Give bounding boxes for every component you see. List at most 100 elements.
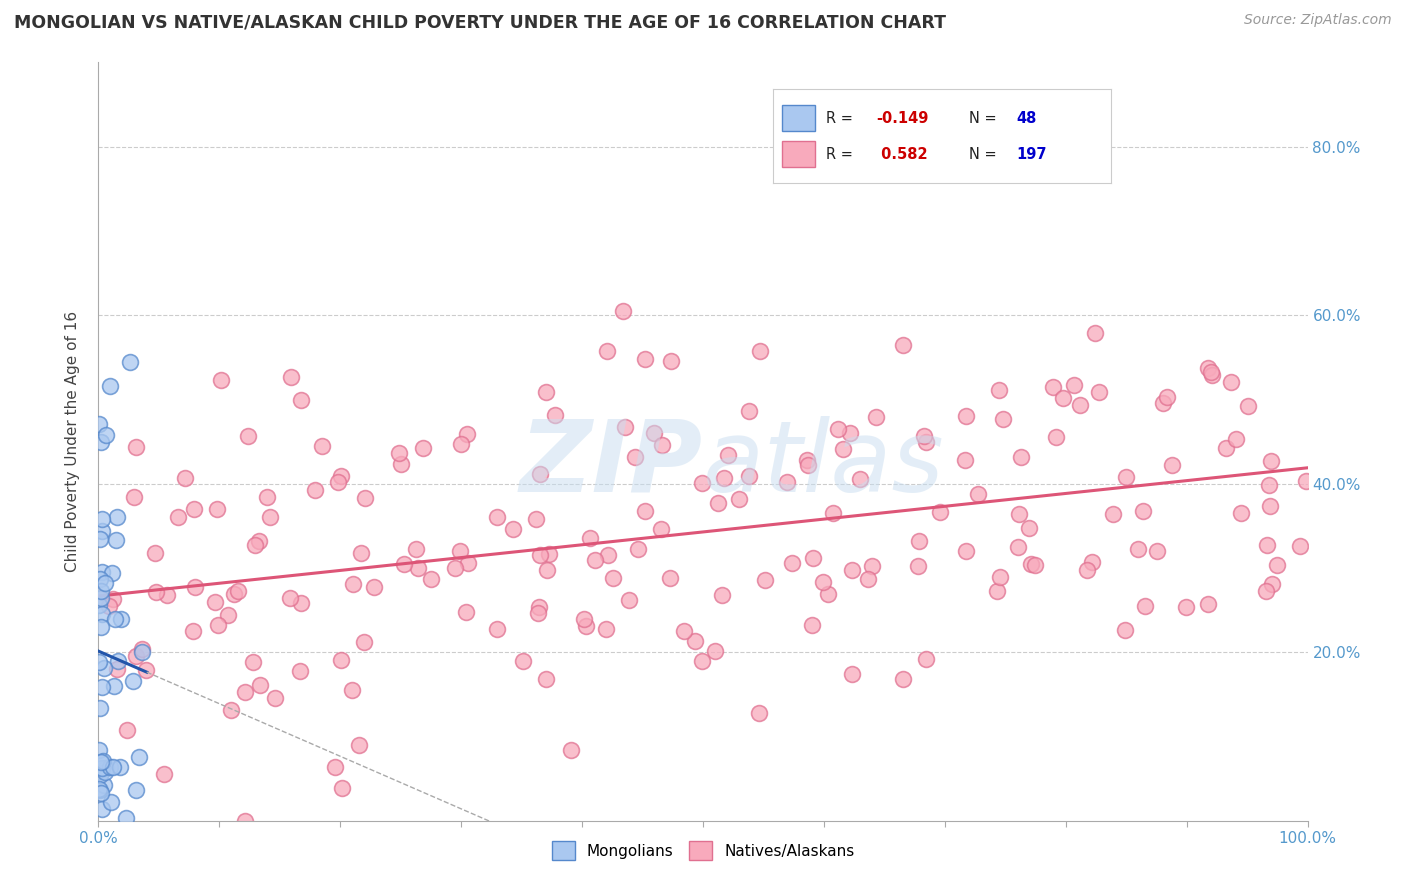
Point [207,618,229,632]
Point [1010,450,1032,465]
Text: N =: N = [969,111,1001,126]
Point [311,440,333,454]
Point [328,475,350,489]
Point [259,510,281,524]
Point [596,344,619,359]
Point [101,760,124,774]
Point [1081,555,1104,569]
Point [90,620,112,634]
Point [90,584,112,599]
Point [658,571,681,585]
Text: 48: 48 [1017,111,1036,126]
Point [89,768,111,782]
Text: -0.149: -0.149 [876,111,928,126]
Point [449,544,471,558]
Point [690,475,713,490]
Point [89,592,111,607]
Point [96,427,118,442]
Point [450,437,472,451]
Point [87,417,110,431]
Point [811,574,834,589]
Point [748,706,770,721]
Point [389,458,412,472]
Point [775,475,797,489]
Point [454,605,477,619]
Point [353,635,375,649]
Point [457,556,479,570]
Point [613,420,636,434]
Point [907,533,929,548]
Point [988,570,1011,584]
Point [915,434,938,449]
Point [91,565,114,579]
Point [672,624,695,639]
Point [1128,541,1150,556]
Point [93,576,115,591]
Point [707,496,730,510]
Point [800,618,823,632]
Point [796,453,818,467]
Point [347,738,370,752]
Point [987,383,1010,397]
Point [713,471,735,485]
Point [797,458,820,472]
Point [967,487,990,501]
Point [583,553,606,567]
Point [1260,454,1282,468]
Point [849,471,872,485]
Point [226,584,249,599]
Point [90,512,112,526]
Point [264,690,287,705]
Point [780,556,803,570]
Point [512,655,534,669]
Point [536,563,558,577]
Point [1161,458,1184,472]
Point [839,426,862,441]
Point [534,384,557,399]
Text: R =: R = [825,146,858,161]
Point [304,483,326,498]
Point [420,573,443,587]
Point [1199,365,1222,379]
Point [1261,577,1284,591]
Point [710,588,733,602]
Point [1019,557,1042,571]
Point [90,755,112,769]
Point [153,766,176,780]
Point [823,506,845,520]
Point [104,611,127,625]
Point [94,765,117,780]
Point [1152,396,1174,410]
Point [93,661,115,675]
Point [703,644,725,658]
Point [444,560,467,574]
Point [98,760,121,774]
Point [242,655,264,669]
Point [643,426,665,441]
Point [914,651,936,665]
Point [278,591,301,605]
Point [87,656,110,670]
Point [1197,597,1219,611]
Point [728,492,751,507]
Point [456,427,478,442]
Point [1008,507,1031,521]
Point [1219,375,1241,389]
Point [100,795,122,809]
Text: Source: ZipAtlas.com: Source: ZipAtlas.com [1244,13,1392,28]
Point [486,622,509,636]
Point [256,490,278,504]
Point [233,684,256,698]
Point [1256,538,1278,552]
Text: 197: 197 [1017,146,1046,161]
Point [125,440,148,454]
Point [1237,400,1260,414]
Point [363,580,385,594]
Point [117,723,139,737]
Text: N =: N = [969,146,1001,161]
Y-axis label: Child Poverty Under the Age of 16: Child Poverty Under the Age of 16 [65,311,80,572]
Point [860,559,883,574]
Point [1254,583,1277,598]
Point [544,408,567,422]
Point [156,588,179,602]
